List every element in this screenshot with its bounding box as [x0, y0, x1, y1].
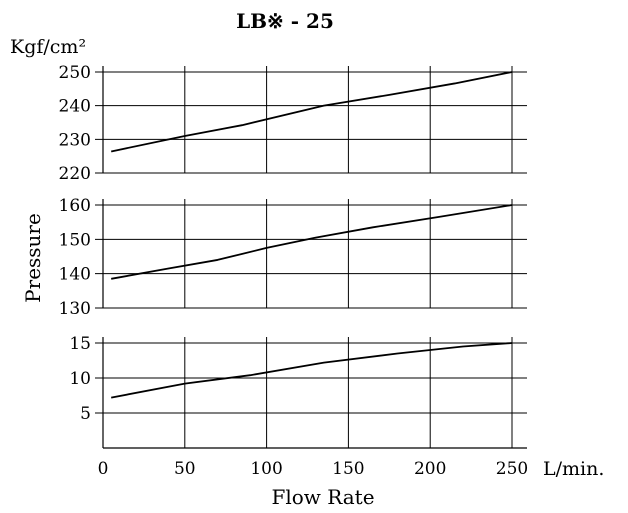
y-tick-label: 15: [69, 334, 91, 354]
y-tick-label: 10: [69, 369, 91, 389]
chart-title: LB※ - 25: [236, 9, 334, 33]
y-axis-label: Pressure: [21, 213, 45, 303]
x-tick-label: 0: [98, 459, 109, 479]
series-line: [111, 342, 513, 399]
x-tick-label: 100: [250, 459, 282, 479]
y-tick-label: 140: [59, 265, 91, 285]
y-tick-label: 230: [59, 130, 91, 150]
y-tick-label: 240: [59, 97, 91, 117]
x-tick-label: 250: [496, 459, 528, 479]
x-tick-label: 200: [414, 459, 446, 479]
x-tick-label: 50: [174, 459, 196, 479]
y-tick-label: 250: [59, 63, 91, 83]
y-tick-label: 5: [80, 404, 91, 424]
x-tick-label: 150: [332, 459, 364, 479]
y-tick-label: 130: [59, 299, 91, 319]
x-unit-label: L/min.: [543, 458, 604, 480]
y-tick-label: 150: [59, 230, 91, 250]
series-line: [110, 71, 513, 153]
y-unit-label: Kgf/cm²: [10, 36, 86, 58]
x-axis-label: Flow Rate: [271, 485, 374, 509]
series-line: [111, 204, 513, 280]
y-tick-label: 220: [59, 164, 91, 184]
y-tick-label: 160: [59, 196, 91, 216]
